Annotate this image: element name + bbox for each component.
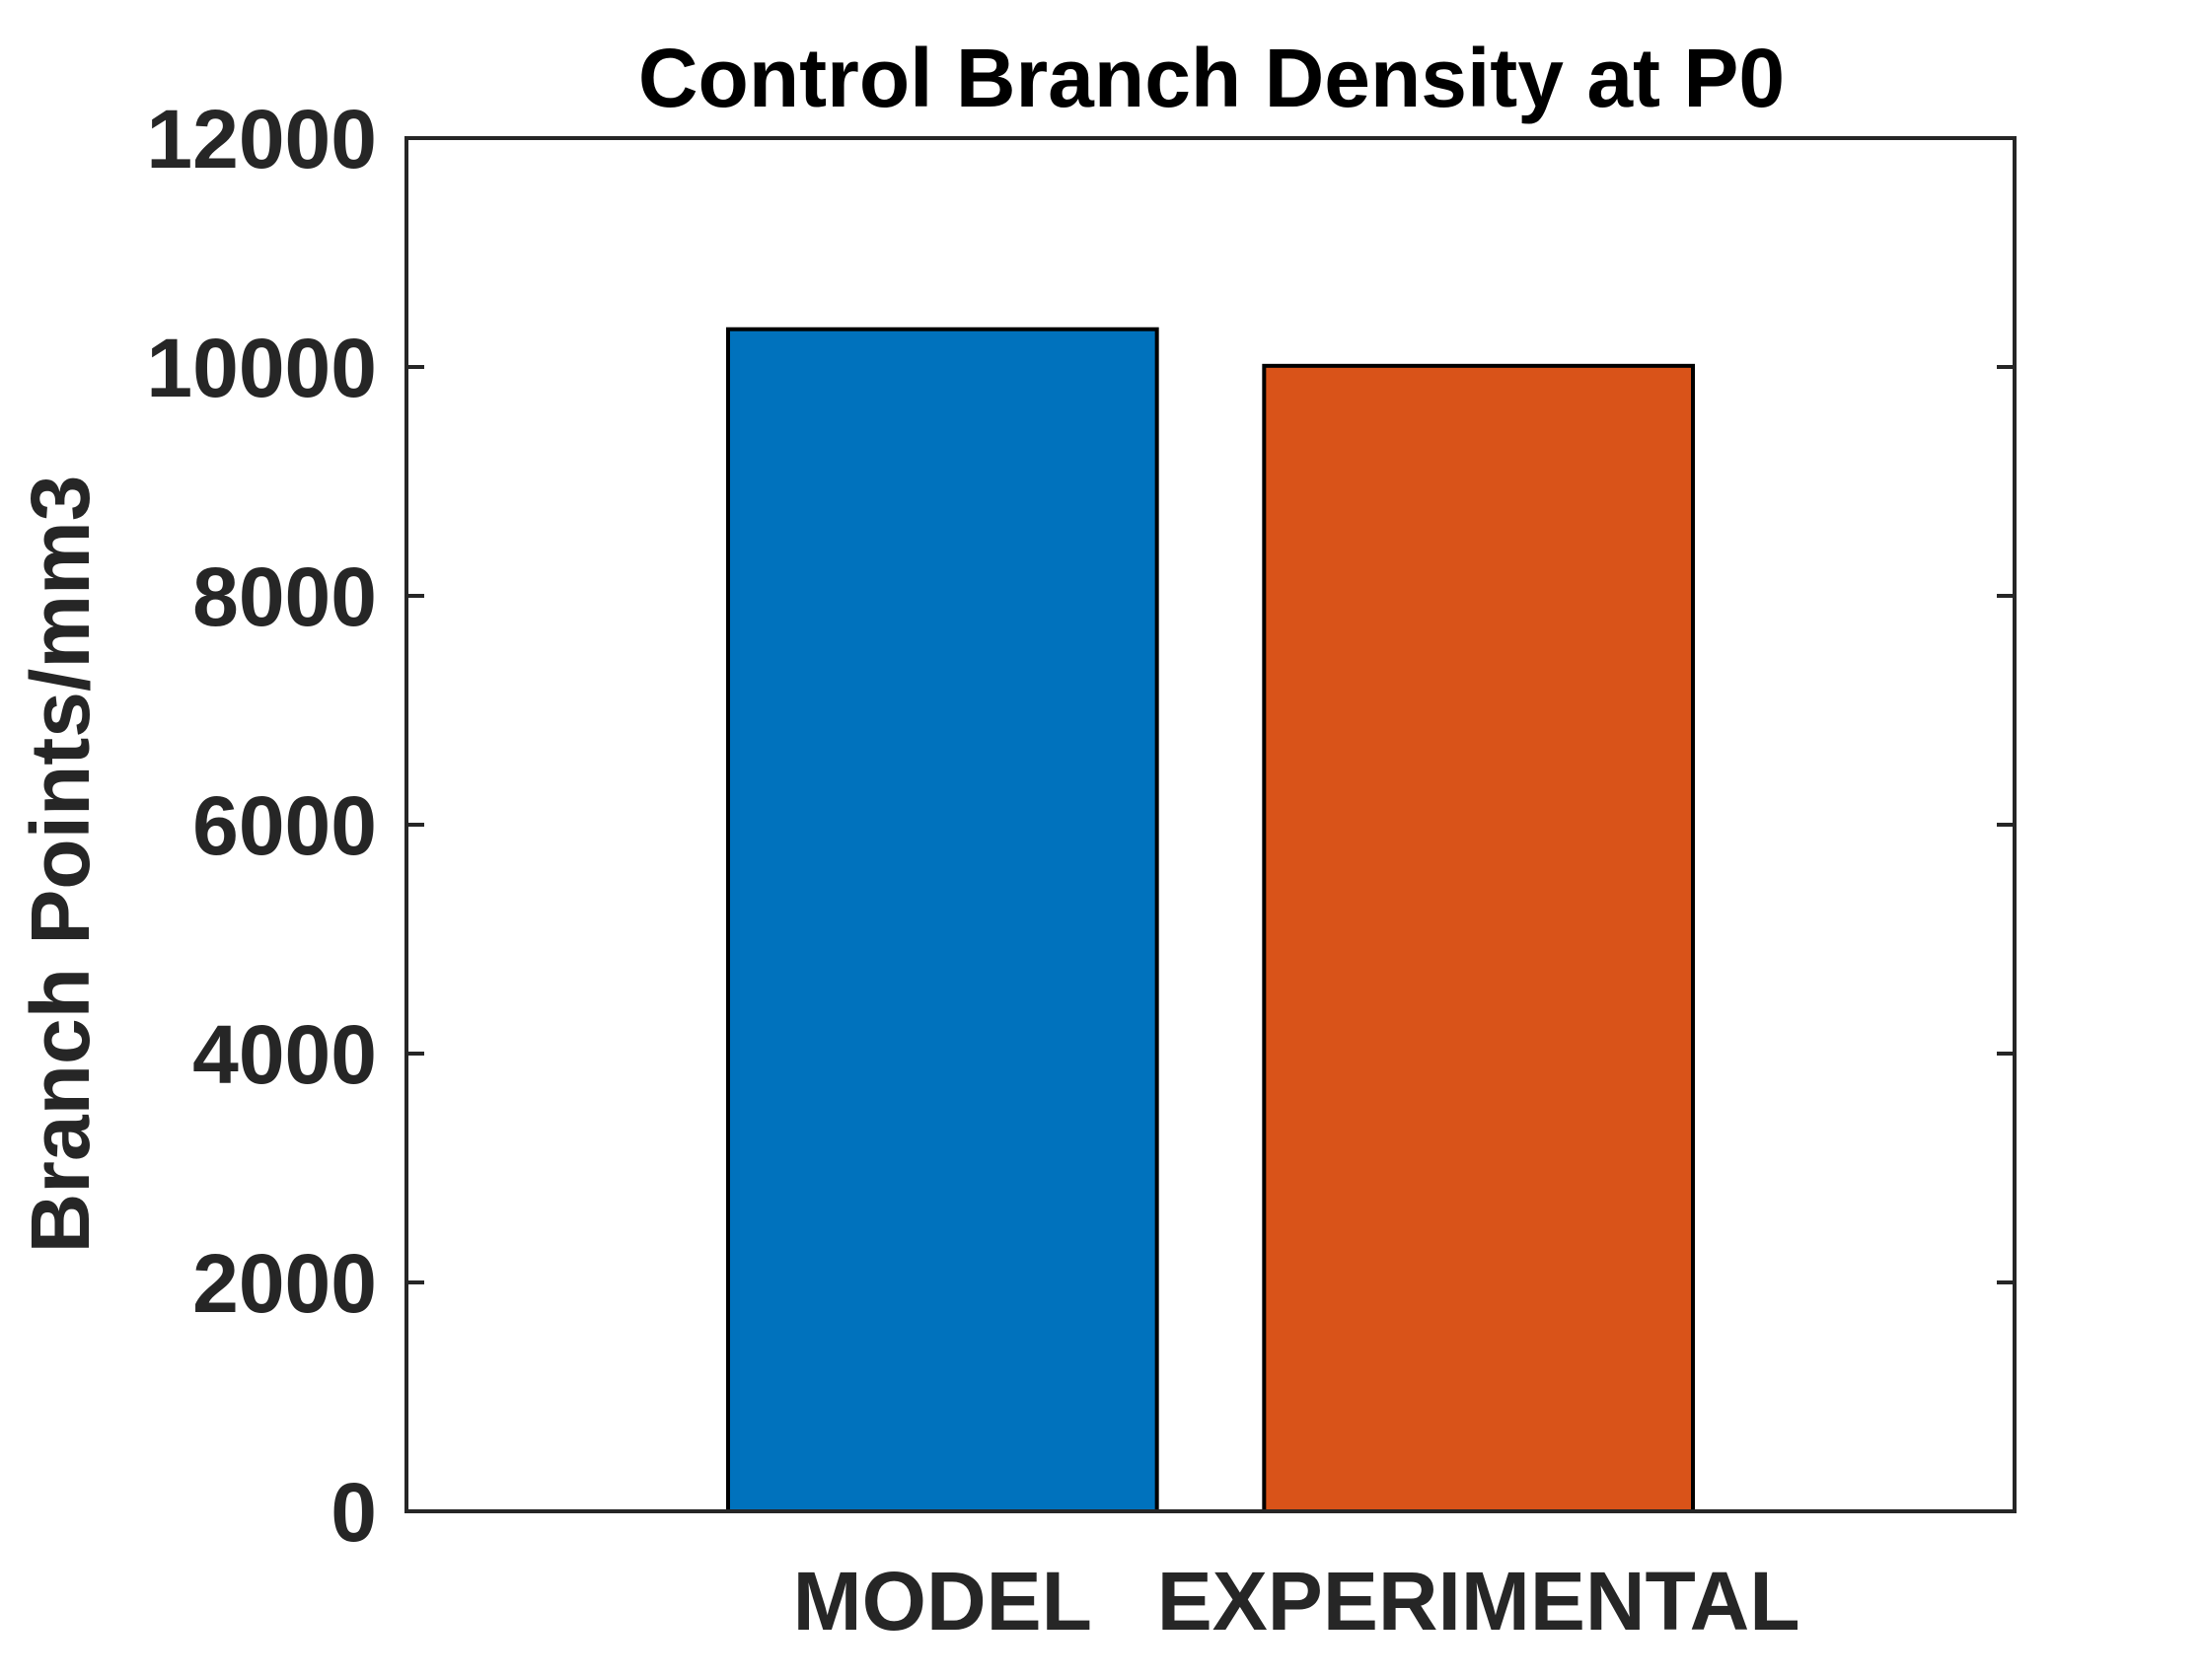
y-tick-label-6000: 6000 [192,779,377,872]
y-tick-label-4000: 4000 [192,1008,377,1101]
bars-group [726,327,1696,1514]
plot-area-frame [404,136,2017,1513]
x-tick-label-experimental: EXPERIMENTAL [1157,1555,1800,1647]
x-tick-label-model: MODEL [793,1555,1092,1647]
chart-title: Control Branch Density at P0 [638,32,1785,124]
y-axis-label: Branch Points/mm3 [14,475,107,1254]
bar-model [726,327,1159,1514]
y-tick-label-10000: 10000 [146,322,377,414]
y-tick-label-12000: 12000 [146,93,377,185]
y-tick-label-8000: 8000 [192,550,377,643]
x-ticks-group: MODEL EXPERIMENTAL [793,1555,1800,1647]
y-ticks-group: 0 2000 4000 6000 8000 10000 12000 [146,93,2015,1559]
y-tick-label-0: 0 [330,1466,377,1559]
y-tick-label-2000: 2000 [192,1237,377,1330]
bar-experimental [1262,363,1696,1514]
